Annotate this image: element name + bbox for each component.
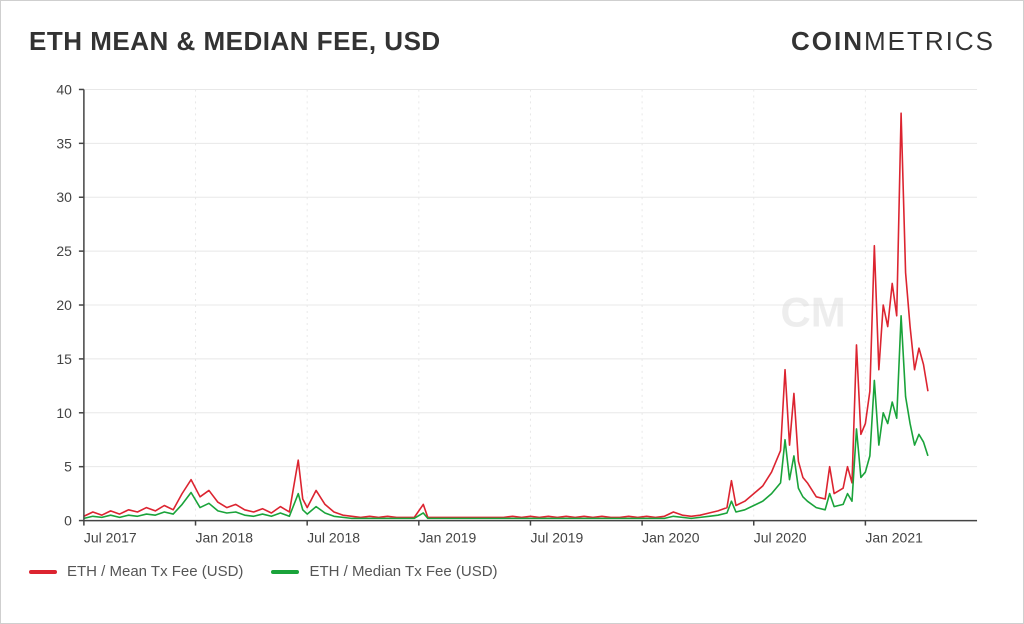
svg-text:20: 20 [56, 297, 72, 313]
svg-text:25: 25 [56, 243, 72, 259]
logo-bold: COIN [791, 26, 864, 56]
legend-item-mean: ETH / Mean Tx Fee (USD) [29, 563, 243, 580]
svg-text:30: 30 [56, 189, 72, 205]
legend-swatch-median [271, 570, 299, 574]
svg-text:35: 35 [56, 135, 72, 151]
brand-logo: COINMETRICS [791, 26, 995, 57]
watermark: CM [781, 289, 846, 336]
svg-text:15: 15 [56, 351, 72, 367]
legend-item-median: ETH / Median Tx Fee (USD) [271, 563, 497, 580]
chart-header: ETH MEAN & MEDIAN FEE, USD COINMETRICS [29, 21, 995, 61]
svg-text:Jan 2021: Jan 2021 [865, 530, 923, 546]
svg-text:5: 5 [64, 459, 72, 475]
svg-text:Jan 2019: Jan 2019 [419, 530, 477, 546]
svg-text:Jul 2020: Jul 2020 [754, 530, 807, 546]
legend-label-median: ETH / Median Tx Fee (USD) [309, 563, 497, 580]
svg-text:Jul 2019: Jul 2019 [530, 530, 583, 546]
chart-title: ETH MEAN & MEDIAN FEE, USD [29, 26, 441, 57]
svg-text:Jan 2018: Jan 2018 [196, 530, 254, 546]
line-chart-svg: 0 5 10 15 20 25 30 35 40 Jul 2017 Jan 2018 Jul 201… [29, 71, 995, 551]
svg-text:0: 0 [64, 513, 72, 529]
legend-swatch-mean [29, 570, 57, 574]
plot-area: 0 5 10 15 20 25 30 35 40 Jul 2017 Jan 2018 Jul 201… [29, 71, 995, 551]
legend-label-mean: ETH / Mean Tx Fee (USD) [67, 563, 243, 580]
svg-text:Jul 2017: Jul 2017 [84, 530, 137, 546]
svg-text:40: 40 [56, 81, 72, 97]
logo-thin: METRICS [864, 26, 995, 56]
svg-text:Jul 2018: Jul 2018 [307, 530, 360, 546]
chart-card: ETH MEAN & MEDIAN FEE, USD COINMETRICS 0… [0, 0, 1024, 624]
svg-text:Jan 2020: Jan 2020 [642, 530, 700, 546]
svg-text:10: 10 [56, 405, 72, 421]
chart-legend: ETH / Mean Tx Fee (USD) ETH / Median Tx … [29, 563, 995, 580]
